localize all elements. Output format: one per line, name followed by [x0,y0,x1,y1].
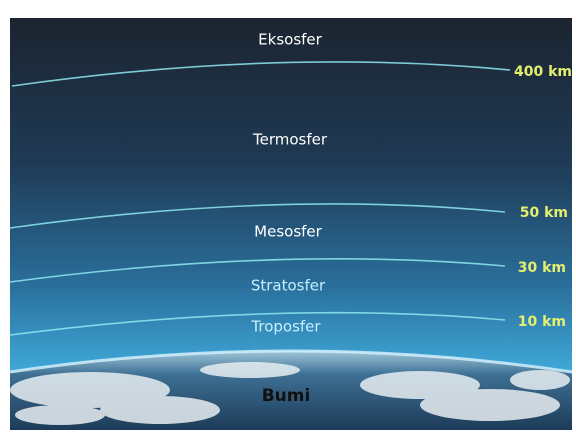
layer-label: Mesosfer [254,223,322,241]
altitude-label: 400 km [514,64,572,80]
layer-label: Eksosfer [258,31,322,49]
surface-label: Bumi [262,386,311,406]
atmosphere-diagram: Eksosfer Termosfer Mesosfer Stratosfer T… [0,0,576,435]
altitude-label: 30 km [518,260,566,276]
layer-label: Stratosfer [251,277,326,295]
altitude-label: 10 km [518,314,566,330]
layer-label: Termosfer [252,131,328,149]
layer-label: Troposfer [250,318,321,336]
altitude-label: 50 km [520,205,568,221]
